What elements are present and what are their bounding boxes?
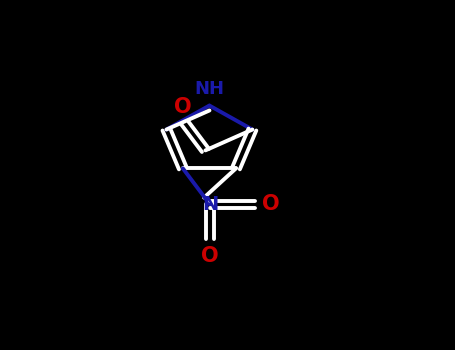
Text: O: O bbox=[174, 97, 192, 117]
Text: N: N bbox=[202, 195, 218, 214]
Text: NH: NH bbox=[194, 80, 224, 98]
Text: O: O bbox=[262, 195, 279, 215]
Text: O: O bbox=[201, 246, 219, 266]
